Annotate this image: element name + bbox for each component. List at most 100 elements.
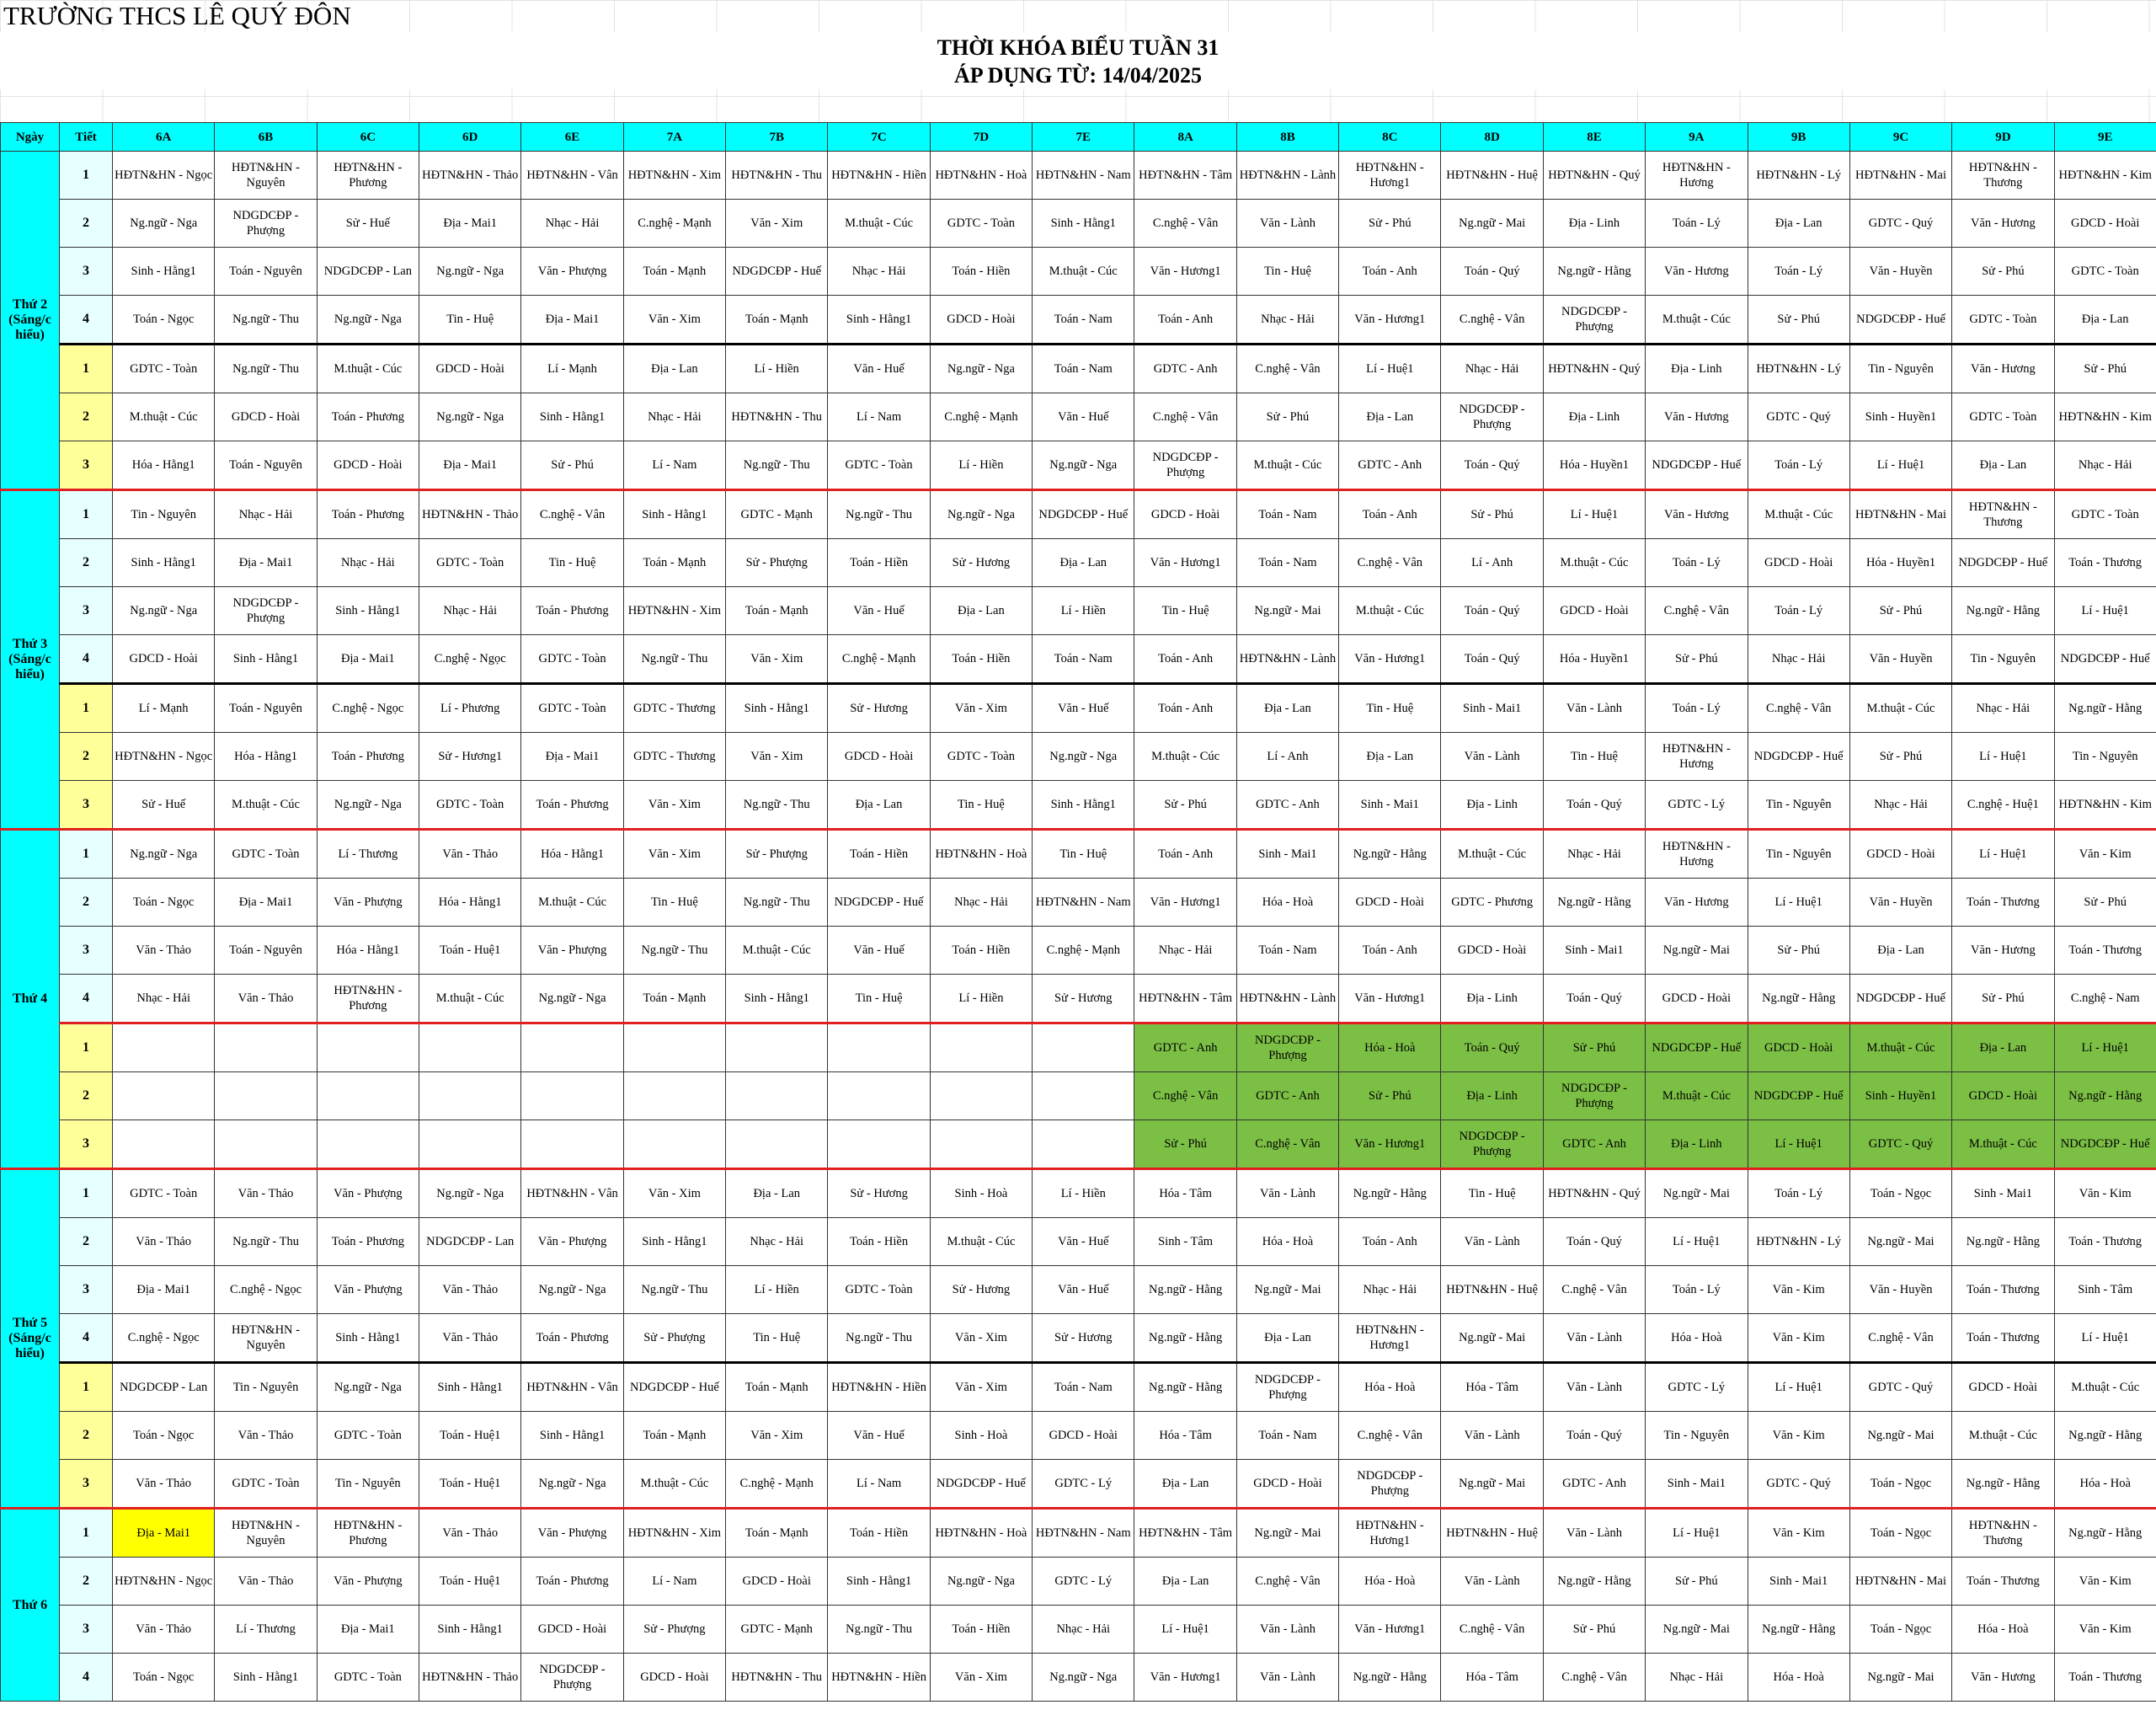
schedule-cell[interactable]: Ng.ngữ - Mai (1440, 1459, 1544, 1509)
schedule-cell[interactable]: Sinh - Mai1 (1235, 828, 1340, 879)
schedule-cell[interactable] (929, 1022, 1033, 1072)
schedule-cell[interactable]: Lí - Huệ1 (1747, 878, 1850, 927)
schedule-cell[interactable]: Toán - Lý (1747, 247, 1850, 296)
schedule-cell[interactable]: GDTC - Toàn (111, 343, 216, 393)
schedule-cell[interactable]: Toán - Quý (1440, 1022, 1544, 1072)
schedule-cell[interactable] (214, 1120, 318, 1169)
schedule-cell[interactable]: GDCD - Hoài (1951, 1071, 2055, 1120)
schedule-cell[interactable]: HĐTN&HN - Ngọc (111, 732, 216, 781)
schedule-cell[interactable]: Sử - Hương (1032, 974, 1135, 1023)
schedule-cell[interactable]: Văn - Hương (1951, 343, 2055, 393)
schedule-cell[interactable]: Văn - Thảo (111, 1605, 216, 1654)
schedule-cell[interactable]: Địa - Mai1 (520, 295, 624, 345)
schedule-cell[interactable]: GDCD - Hoài (1235, 1459, 1340, 1509)
schedule-cell[interactable]: GDTC - Toàn (520, 682, 624, 733)
schedule-cell[interactable]: Lí - Huệ1 (1645, 1217, 1748, 1266)
schedule-cell[interactable]: Ng.ngữ - Mai (1235, 586, 1340, 635)
schedule-cell[interactable]: Địa - Mai1 (316, 634, 420, 684)
schedule-cell[interactable]: HĐTN&HN - Thảo (419, 151, 522, 200)
schedule-cell[interactable]: Hóa - Hằng1 (419, 878, 522, 927)
schedule-cell[interactable]: GDTC - Toàn (2053, 489, 2156, 539)
schedule-cell[interactable] (725, 1071, 829, 1120)
schedule-cell[interactable]: Sử - Phú (1951, 247, 2055, 296)
schedule-cell[interactable]: Toán - Nam (1235, 538, 1340, 587)
schedule-cell[interactable]: Lí - Thương (214, 1605, 318, 1654)
schedule-cell[interactable]: HĐTN&HN - Hiền (827, 1361, 931, 1412)
schedule-cell[interactable] (214, 1022, 318, 1072)
schedule-cell[interactable]: Ng.ngữ - Thu (214, 343, 318, 393)
schedule-cell[interactable]: Văn - Thảo (111, 1459, 216, 1509)
schedule-cell[interactable]: Tin - Huệ (1440, 1168, 1544, 1218)
schedule-cell[interactable]: Tin - Nguyên (214, 1361, 318, 1412)
schedule-cell[interactable]: Văn - Thảo (111, 926, 216, 975)
schedule-cell[interactable]: Toán - Phương (316, 1217, 420, 1266)
schedule-cell[interactable]: Toán - Anh (1338, 1217, 1442, 1266)
schedule-cell[interactable]: HĐTN&HN - Nguyên (214, 151, 318, 200)
schedule-cell[interactable]: Ng.ngữ - Thu (827, 1313, 931, 1363)
schedule-cell[interactable]: Toán - Lý (1645, 1265, 1748, 1314)
schedule-cell[interactable]: Tin - Huệ (419, 295, 522, 345)
schedule-cell[interactable]: Văn - Hương1 (1134, 247, 1237, 296)
schedule-cell[interactable]: Sử - Phú (1235, 393, 1340, 441)
schedule-cell[interactable]: Ng.ngữ - Mai (1849, 1411, 1953, 1460)
schedule-cell[interactable]: Ng.ngữ - Nga (316, 295, 420, 345)
schedule-cell[interactable]: M.thuật - Cúc (1440, 828, 1544, 879)
schedule-cell[interactable]: Ng.ngữ - Hằng (1747, 974, 1850, 1023)
schedule-cell[interactable]: M.thuật - Cúc (1134, 732, 1237, 781)
schedule-cell[interactable]: GDCD - Hoài (827, 732, 931, 781)
schedule-cell[interactable]: HĐTN&HN - Thu (725, 1653, 829, 1702)
schedule-cell[interactable]: Văn - Lành (1542, 1507, 1646, 1558)
schedule-cell[interactable]: Địa - Mai1 (316, 1605, 420, 1654)
schedule-cell[interactable]: Hóa - Hoà (1235, 1217, 1340, 1266)
schedule-cell[interactable]: Văn - Kim (1747, 1313, 1850, 1363)
schedule-cell[interactable]: Ng.ngữ - Hằng (1338, 1168, 1442, 1218)
schedule-cell[interactable]: Toán - Hiền (827, 1507, 931, 1558)
schedule-cell[interactable]: Văn - Lành (1235, 199, 1340, 248)
schedule-cell[interactable]: Địa - Mai1 (419, 441, 522, 490)
schedule-cell[interactable]: C.nghệ - Vân (1134, 1071, 1237, 1120)
schedule-cell[interactable]: C.nghệ - Vân (1440, 295, 1544, 345)
schedule-cell[interactable]: Toán - Nam (1235, 1411, 1340, 1460)
schedule-cell[interactable]: Toán - Quý (1440, 634, 1544, 684)
schedule-cell[interactable]: Toán - Lý (1747, 441, 1850, 490)
schedule-cell[interactable]: Lí - Anh (1235, 732, 1340, 781)
schedule-cell[interactable]: GDTC - Quý (1747, 1459, 1850, 1509)
schedule-cell[interactable]: Văn - Hương (1951, 199, 2055, 248)
schedule-cell[interactable]: HĐTN&HN - Hương (1645, 732, 1748, 781)
schedule-cell[interactable]: Ng.ngữ - Thu (622, 926, 727, 975)
schedule-cell[interactable]: GDTC - Toàn (316, 1411, 420, 1460)
schedule-cell[interactable]: GDTC - Toàn (827, 441, 931, 490)
schedule-cell[interactable]: HĐTN&HN - Nam (1032, 878, 1135, 927)
schedule-cell[interactable]: HĐTN&HN - Nam (1032, 1507, 1135, 1558)
schedule-cell[interactable]: Văn - Thảo (419, 1507, 522, 1558)
schedule-cell[interactable]: Lí - Phương (419, 682, 522, 733)
schedule-cell[interactable]: NDGDCĐP - Phượng (1542, 295, 1646, 345)
schedule-cell[interactable]: Toán - Nam (1235, 489, 1340, 539)
schedule-cell[interactable]: GDTC - Toàn (111, 1168, 216, 1218)
schedule-cell[interactable]: GDCD - Hoài (520, 1605, 624, 1654)
schedule-cell[interactable]: Lí - Hiền (1032, 586, 1135, 635)
schedule-cell[interactable]: GDTC - Toàn (214, 828, 318, 879)
schedule-cell[interactable]: Sinh - Tâm (1134, 1217, 1237, 1266)
schedule-cell[interactable]: Tin - Huệ (929, 780, 1033, 830)
schedule-cell[interactable]: Lí - Huệ1 (1747, 1120, 1850, 1169)
schedule-cell[interactable]: NDGDCĐP - Huế (1951, 538, 2055, 587)
schedule-cell[interactable]: Nhạc - Hải (214, 489, 318, 539)
schedule-cell[interactable]: M.thuật - Cúc (827, 199, 931, 248)
schedule-cell[interactable]: Văn - Huế (1032, 1217, 1135, 1266)
schedule-cell[interactable]: Sinh - Hằng1 (111, 247, 216, 296)
schedule-cell[interactable]: C.nghệ - Mạnh (622, 199, 727, 248)
schedule-cell[interactable]: NDGDCĐP - Huế (1849, 295, 1953, 345)
schedule-cell[interactable]: HĐTN&HN - Thu (725, 393, 829, 441)
schedule-cell[interactable]: Ng.ngữ - Nga (111, 199, 216, 248)
schedule-cell[interactable]: Văn - Thảo (214, 1168, 318, 1218)
schedule-cell[interactable]: Nhạc - Hải (1235, 295, 1340, 345)
schedule-cell[interactable]: Toán - Thương (2053, 538, 2156, 587)
schedule-cell[interactable]: Ng.ngữ - Hằng (2053, 1071, 2156, 1120)
schedule-cell[interactable]: HĐTN&HN - Thu (725, 151, 829, 200)
schedule-cell[interactable]: Văn - Huyền (1849, 247, 1953, 296)
schedule-cell[interactable]: Sinh - Hằng1 (214, 1653, 318, 1702)
schedule-cell[interactable]: Lí - Thương (316, 828, 420, 879)
schedule-cell[interactable]: HĐTN&HN - Nam (1032, 151, 1135, 200)
schedule-cell[interactable]: Sinh - Hằng1 (1032, 780, 1135, 830)
